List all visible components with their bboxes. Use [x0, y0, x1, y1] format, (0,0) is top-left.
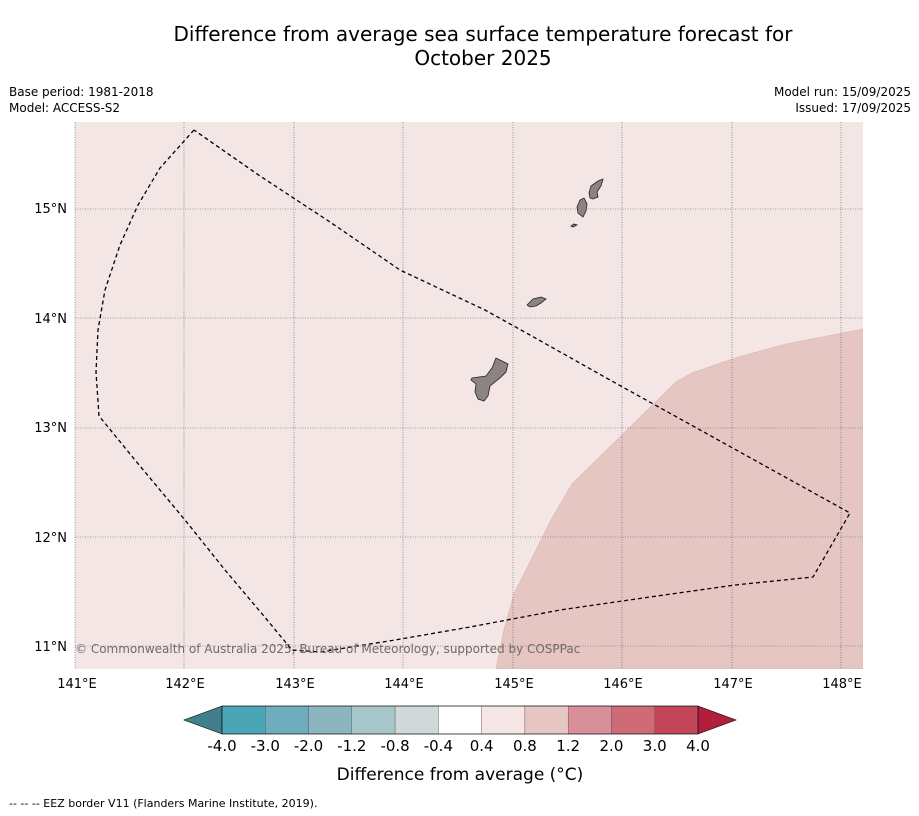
lat-label-15n: 15°N	[34, 202, 67, 217]
colorbar-tick-label: 4.0	[686, 737, 710, 755]
colorbar-segment	[265, 705, 309, 735]
colorbar-tick-label: -2.0	[294, 737, 323, 755]
colorbar-tick-label: -1.2	[337, 737, 366, 755]
colorbar-tick-label: 0.8	[513, 737, 537, 755]
colorbar-label: Difference from average (°C)	[337, 765, 584, 785]
lon-label-142e: 142°E	[165, 677, 205, 692]
longitude-labels: 141°E 142°E 143°E 144°E 145°E 146°E 147°…	[57, 677, 862, 692]
lat-label-12n: 12°N	[34, 531, 67, 546]
lat-label-11n: 11°N	[34, 640, 67, 655]
colorbar-segments	[221, 705, 699, 735]
colorbar-segment	[308, 705, 353, 735]
lon-label-144e: 144°E	[384, 677, 424, 692]
colorbar-segment	[654, 705, 699, 735]
lat-label-13n: 13°N	[34, 421, 67, 436]
model-run-label: Model run: 15/09/2025	[773, 85, 911, 99]
colorbar-tick-label: -0.4	[424, 737, 453, 755]
colorbar-tick-label: 3.0	[643, 737, 667, 755]
colorbar-segment	[611, 705, 655, 735]
title-line-2: October 2025	[414, 46, 552, 70]
meta-right: Model run: 15/09/2025 Issued: 17/09/2025	[774, 84, 911, 116]
lon-label-146e: 146°E	[603, 677, 643, 692]
colorbar-segment	[524, 705, 569, 735]
colorbar-tick-label: 0.4	[470, 737, 494, 755]
colorbar-segment	[394, 705, 439, 735]
colorbar-segment	[567, 705, 612, 735]
warm-anomaly-region	[495, 328, 863, 669]
title-line-1: Difference from average sea surface temp…	[173, 22, 793, 46]
colorbar: -4.0 -3.0 -2.0 -1.2 -0.8 -0.4 0.4 0.8 1.2 2.0 3.0 4…	[183, 705, 737, 785]
lon-label-145e: 145°E	[494, 677, 534, 692]
island-aguijan	[570, 223, 579, 228]
lon-label-141e: 141°E	[57, 677, 97, 692]
colorbar-over-arrow	[697, 705, 737, 735]
colorbar-tick-label: 1.2	[556, 737, 580, 755]
lon-label-143e: 143°E	[275, 677, 315, 692]
island-saipan	[588, 178, 604, 200]
island-tinian	[576, 197, 588, 218]
lon-label-147e: 147°E	[713, 677, 753, 692]
copyright-text: © Commonwealth of Australia 2025, Bureau…	[75, 642, 580, 656]
colorbar-frame	[221, 705, 699, 735]
issued-label: Issued: 17/09/2025	[795, 101, 911, 115]
colorbar-tick-label: -4.0	[207, 737, 236, 755]
model-label: Model: ACCESS-S2	[9, 101, 121, 115]
base-period-label: Base period: 1981-2018	[9, 85, 154, 99]
colorbar-tick-label: -3.0	[251, 737, 280, 755]
chart-title: Difference from average sea surface temp…	[0, 22, 919, 70]
island-guam	[470, 357, 509, 402]
island-rota	[526, 296, 547, 308]
colorbar-segment	[438, 705, 482, 735]
gridlines	[74, 122, 863, 669]
latitude-labels: 11°N 12°N 13°N 14°N 15°N	[34, 202, 67, 655]
colorbar-under-arrow	[183, 705, 223, 735]
lon-label-148e: 148°E	[822, 677, 862, 692]
meta-left: Base period: 1981-2018 Model: ACCESS-S2	[9, 84, 154, 116]
lat-label-14n: 14°N	[34, 312, 67, 327]
colorbar-tick-label: -0.8	[380, 737, 409, 755]
colorbar-tick-label: 2.0	[600, 737, 624, 755]
eez-footnote: -- -- -- EEZ border V11 (Flanders Marine…	[9, 797, 318, 810]
colorbar-segment	[221, 705, 266, 735]
colorbar-segment	[351, 705, 396, 735]
eez-border	[95, 129, 851, 653]
colorbar-tick-labels: -4.0 -3.0 -2.0 -1.2 -0.8 -0.4 0.4 0.8 1.2 2.0 3.0 4…	[207, 737, 710, 755]
islands	[470, 178, 604, 402]
colorbar-segment	[481, 705, 526, 735]
